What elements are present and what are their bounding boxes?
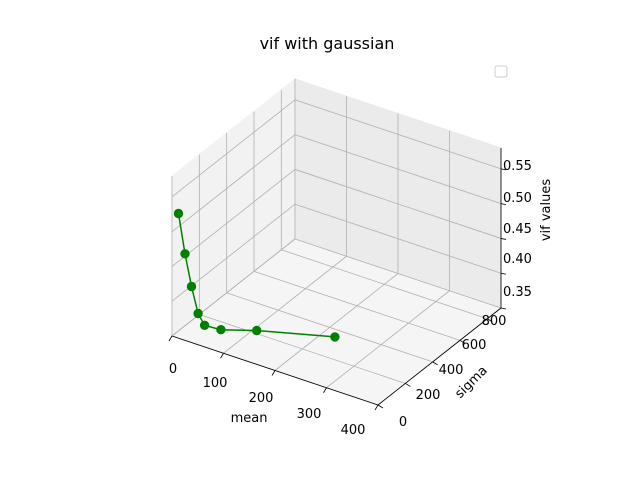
x-tick-mark xyxy=(271,370,276,376)
y-tick-mark xyxy=(405,383,411,387)
data-point xyxy=(180,249,190,259)
z-tick-mark xyxy=(500,203,507,206)
y-tick-label: 600 xyxy=(462,338,487,353)
z-tick-label: 0.35 xyxy=(503,285,532,300)
y-tick-mark xyxy=(377,404,384,409)
y-tick-label: 200 xyxy=(416,388,441,403)
data-series xyxy=(173,208,340,342)
x-tick-label: 200 xyxy=(249,391,274,406)
z-grid-line xyxy=(171,169,296,267)
data-point xyxy=(193,308,203,319)
y-tick-mark xyxy=(459,339,466,344)
x-tick-mark xyxy=(168,335,173,342)
y-tick-labels: 0 200 400 600 800 xyxy=(399,314,507,430)
y-tick-label: 400 xyxy=(439,363,464,378)
series-line xyxy=(177,213,335,338)
x-grid-line xyxy=(223,255,347,354)
y-tick-label: 800 xyxy=(482,314,507,329)
z-grid-line xyxy=(294,203,502,274)
y-axis-line xyxy=(377,307,502,406)
x-tick-mark xyxy=(323,387,327,393)
z-axis-label: vif values xyxy=(539,179,554,242)
x-grid-line xyxy=(326,290,450,389)
x-tick-label: 300 xyxy=(297,407,322,422)
z-tick-mark xyxy=(500,238,507,240)
z-grid-line xyxy=(294,169,502,239)
data-point xyxy=(173,208,184,219)
x-tick-label: 400 xyxy=(341,423,366,438)
z-tick-mark xyxy=(500,272,507,275)
y-grid-line xyxy=(281,249,488,320)
z-tick-labels: 0.35 0.40 0.45 0.50 0.55 xyxy=(503,159,532,300)
z-tick-mark xyxy=(500,307,507,310)
chart-title: vif with gaussian xyxy=(260,34,395,53)
x-tick-mark xyxy=(220,353,224,359)
z-grid-line xyxy=(171,238,296,337)
data-point xyxy=(216,325,226,335)
data-point xyxy=(186,281,197,292)
x-tick-mark xyxy=(374,404,379,411)
z-grid-line xyxy=(171,99,296,198)
y-tick-mark xyxy=(487,318,493,323)
x-tick-label: 0 xyxy=(169,362,177,377)
x-tick-label: 100 xyxy=(203,376,228,391)
data-point xyxy=(252,325,262,336)
z-tick-mark xyxy=(500,168,507,171)
y-grid-line xyxy=(199,314,406,384)
y-tick-label: 0 xyxy=(399,415,407,430)
y-grid-line xyxy=(226,292,433,363)
z-grid-line xyxy=(294,134,502,205)
y-tick-mark xyxy=(432,361,438,366)
z-tick-label: 0.50 xyxy=(503,191,532,206)
z-tick-label: 0.45 xyxy=(503,222,532,237)
z-grid-line xyxy=(294,99,502,170)
data-point xyxy=(330,332,340,342)
legend-box xyxy=(494,65,508,78)
z-tick-label: 0.55 xyxy=(503,159,532,174)
z-tick-label: 0.40 xyxy=(503,252,532,267)
z-grid-line xyxy=(171,134,296,232)
x-tick-labels: 0 100 200 300 400 xyxy=(169,362,366,438)
tick-marks xyxy=(168,168,507,411)
x-axis-label: mean xyxy=(231,411,268,426)
y-grid-line xyxy=(253,270,461,341)
z-grid-line xyxy=(294,238,502,309)
data-point xyxy=(199,320,210,330)
x-grid-line xyxy=(274,273,399,371)
